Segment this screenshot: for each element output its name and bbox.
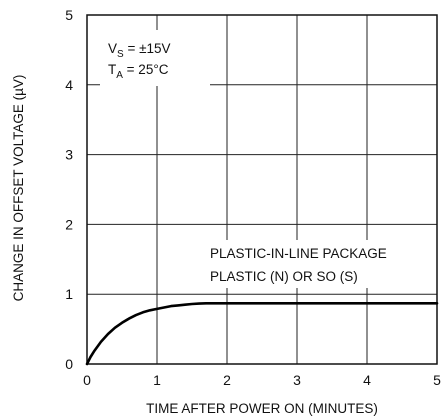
x-tick-label-4: 4 — [363, 372, 371, 388]
package-label-line2: PLASTIC (N) OR SO (S) — [210, 269, 358, 284]
y-tick-label-4: 4 — [65, 77, 73, 93]
y-tick-label-5: 5 — [65, 7, 73, 23]
x-tick-label-5: 5 — [433, 372, 441, 388]
conditions-background — [100, 30, 210, 86]
x-tick-label-2: 2 — [223, 372, 231, 388]
package-label-line1: PLASTIC-IN-LINE PACKAGE — [210, 246, 387, 261]
plot-border — [86, 14, 438, 365]
y-tick-label-0: 0 — [65, 356, 73, 372]
y-axis-label: CHANGE IN OFFSET VOLTAGE (µV) — [11, 75, 26, 302]
x-axis-label: TIME AFTER POWER ON (MINUTES) — [146, 401, 378, 416]
tick-labels: 0 1 2 3 4 5 0 1 2 3 4 5 — [65, 7, 441, 388]
y-tick-label-2: 2 — [65, 216, 73, 232]
series — [85, 302, 439, 366]
supply-voltage-label: VS = ±15V — [108, 41, 171, 60]
package-label-background — [205, 240, 405, 288]
series-line-0 — [85, 302, 439, 366]
y-tick-label-3: 3 — [65, 147, 73, 163]
x-tick-label-0: 0 — [83, 372, 91, 388]
x-tick-label-3: 3 — [293, 372, 301, 388]
x-tick-label-1: 1 — [153, 372, 161, 388]
ambient-temperature-label: TA = 25°C — [108, 62, 169, 81]
y-tick-label-1: 1 — [65, 286, 73, 302]
